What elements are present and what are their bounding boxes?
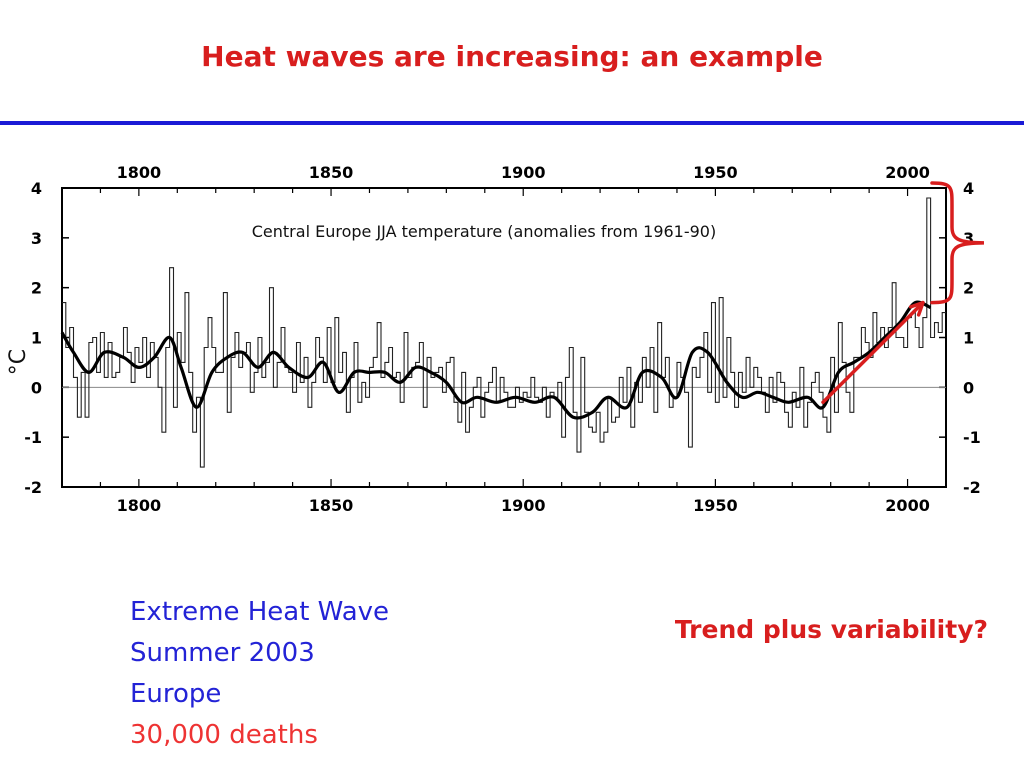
y-tick-label-left: 1: [31, 329, 42, 348]
y-tick-label-left: 3: [31, 229, 42, 248]
y-tick-label-right: -1: [963, 428, 981, 447]
y-tick-label-right: 0: [963, 378, 974, 397]
title-divider: [0, 121, 1024, 125]
y-tick-label-right: 3: [963, 229, 974, 248]
trend-arrow-head: [908, 300, 925, 317]
extreme-event-brace: [930, 181, 985, 305]
slide-title: Heat waves are increasing: an example: [201, 40, 823, 73]
y-tick-label-left: -1: [24, 428, 42, 447]
deaths-count: 30,000 deaths: [130, 720, 318, 750]
x-tick-label-bottom: 2000: [885, 496, 930, 515]
caption-line-1: Extreme Heat Wave: [130, 597, 390, 627]
x-tick-label-bottom: 1900: [501, 496, 546, 515]
y-tick-label-right: 4: [963, 179, 974, 198]
axis-ticks: [62, 187, 946, 488]
smoothed-series: [60, 300, 932, 420]
y-tick-label-left: -2: [24, 478, 42, 497]
caption-line-2: Summer 2003: [130, 638, 315, 668]
y-tick-label-right: 2: [963, 279, 974, 298]
x-tick-label-top: 2000: [885, 163, 930, 182]
x-tick-label-top: 1800: [117, 163, 162, 182]
trend-arrow-line: [821, 300, 925, 405]
trend-annotation: [821, 181, 985, 405]
axis-tick-labels: -2 -2 -1 -1 0 0 1 1 2 2 3 3 4 4 1800 1800 1850 1850 1900 19…: [24, 163, 981, 515]
annual-series: [62, 197, 946, 468]
annual-anomaly-line: [62, 197, 946, 468]
x-tick-label-top: 1950: [693, 163, 738, 182]
x-tick-label-bottom: 1850: [309, 496, 354, 515]
x-tick-label-bottom: 1950: [693, 496, 738, 515]
y-axis-label: °C: [6, 349, 31, 375]
x-tick-label-top: 1850: [309, 163, 354, 182]
x-tick-label-top: 1900: [501, 163, 546, 182]
smoothed-trend-line: [60, 300, 932, 420]
x-tick-label-bottom: 1800: [117, 496, 162, 515]
chart-title: Central Europe JJA temperature (anomalie…: [252, 222, 716, 241]
y-tick-label-left: 4: [31, 179, 42, 198]
temperature-chart: -2 -2 -1 -1 0 0 1 1 2 2 3 3 4 4 1800 1800 1850 1850 1900 19…: [6, 163, 985, 515]
y-tick-label-left: 2: [31, 279, 42, 298]
y-tick-label-right: -2: [963, 478, 981, 497]
caption-line-3: Europe: [130, 679, 222, 709]
y-tick-label-right: 1: [963, 329, 974, 348]
y-tick-label-left: 0: [31, 378, 42, 397]
caption-block: Extreme Heat Wave Summer 2003 Europe 30,…: [130, 592, 389, 756]
trend-question: Trend plus variability?: [674, 615, 988, 644]
